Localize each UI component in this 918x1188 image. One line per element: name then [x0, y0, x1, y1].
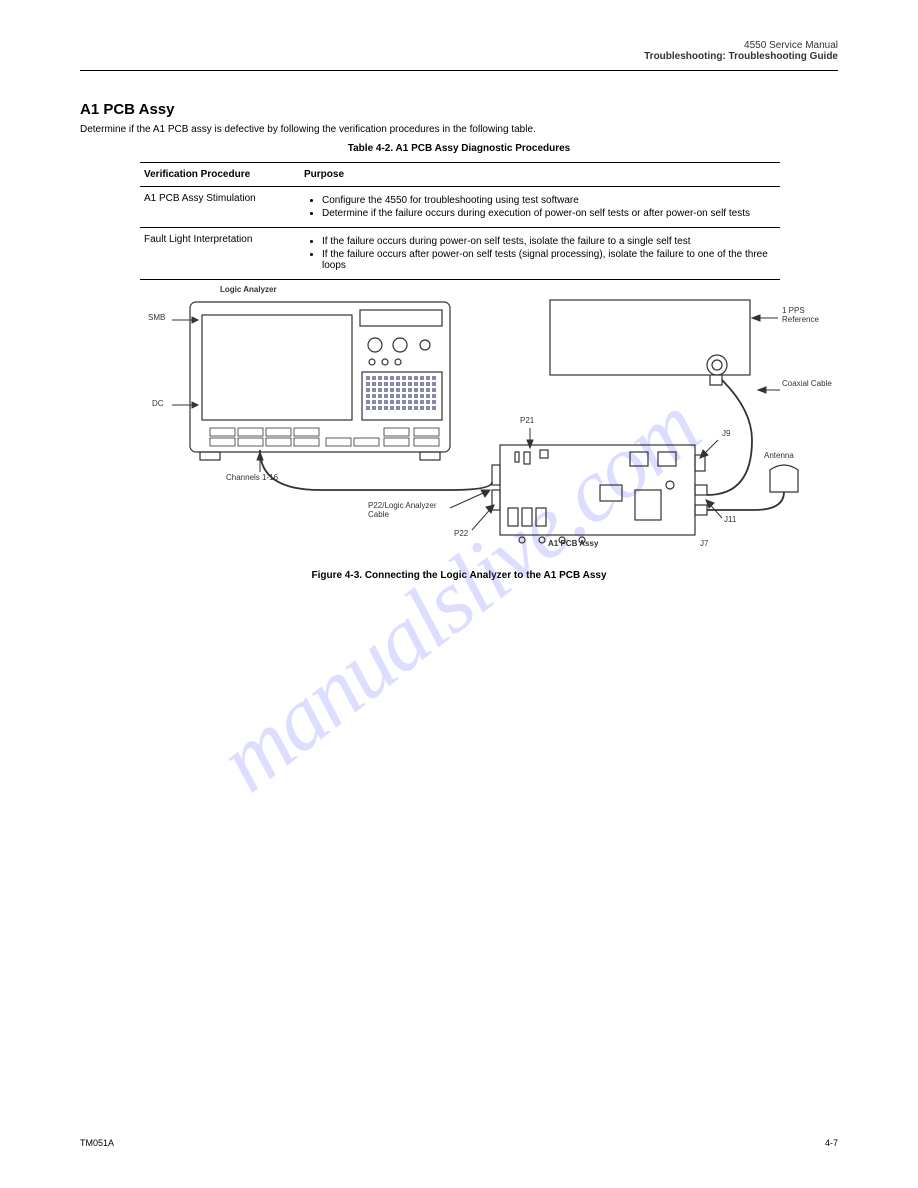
label-smb: SMB	[148, 314, 165, 323]
table-cell-procedure: A1 PCB Assy Stimulation	[140, 187, 300, 228]
page-container: manualslive.com 4550 Service Manual Trou…	[0, 0, 918, 1188]
diagnostics-table: Verification Procedure Purpose A1 PCB As…	[140, 162, 780, 280]
label-j9: J9	[722, 430, 730, 439]
footer-page-number: 4-7	[825, 1138, 838, 1148]
purpose-list: Configure the 4550 for troubleshooting u…	[304, 195, 770, 219]
label-1pps: 1 PPS Reference	[782, 307, 842, 325]
section-intro: Determine if the A1 PCB assy is defectiv…	[80, 124, 838, 135]
list-item: Determine if the failure occurs during e…	[322, 208, 770, 219]
label-logic-analyzer: Logic Analyzer	[220, 286, 277, 295]
table-cell-purpose: If the failure occurs during power-on se…	[300, 228, 780, 280]
label-j11: J11	[724, 516, 736, 525]
footer-doc-id: TM051A	[80, 1138, 114, 1148]
page-header: 4550 Service Manual Troubleshooting: Tro…	[80, 40, 838, 62]
header-doc-title: 4550 Service Manual	[80, 40, 838, 51]
list-item: If the failure occurs during power-on se…	[322, 236, 770, 247]
table-cell-procedure: Fault Light Interpretation	[140, 228, 300, 280]
list-item: If the failure occurs after power-on sel…	[322, 249, 770, 271]
header-rule	[80, 70, 838, 71]
table-row: Fault Light Interpretation If the failur…	[140, 228, 780, 280]
label-dc: DC	[152, 400, 164, 409]
label-a1: A1 PCB Assy	[548, 540, 598, 549]
label-j7: J7	[700, 540, 708, 549]
label-p22: P22	[454, 530, 468, 539]
label-channels: Channels 1-16	[226, 474, 278, 483]
figure-caption: Figure 4-3. Connecting the Logic Analyze…	[80, 570, 838, 581]
figure-diagram: Logic Analyzer SMB DC Channels 1-16 P21 …	[110, 290, 830, 570]
table-header-procedure: Verification Procedure	[140, 163, 300, 187]
label-coax: Coaxial Cable	[782, 380, 832, 389]
table-caption: Table 4-2. A1 PCB Assy Diagnostic Proced…	[80, 143, 838, 154]
table-cell-purpose: Configure the 4550 for troubleshooting u…	[300, 187, 780, 228]
purpose-list: If the failure occurs during power-on se…	[304, 236, 770, 271]
table-header-purpose: Purpose	[300, 163, 780, 187]
page-footer: TM051A 4-7	[80, 1138, 838, 1148]
list-item: Configure the 4550 for troubleshooting u…	[322, 195, 770, 206]
header-section: Troubleshooting: Troubleshooting Guide	[80, 51, 838, 62]
section-title: A1 PCB Assy	[80, 101, 838, 118]
label-cable: P22/Logic Analyzer Cable	[368, 502, 458, 520]
table-header-row: Verification Procedure Purpose	[140, 163, 780, 187]
label-p21: P21	[520, 417, 534, 426]
table-row: A1 PCB Assy Stimulation Configure the 45…	[140, 187, 780, 228]
label-antenna: Antenna	[764, 452, 794, 461]
